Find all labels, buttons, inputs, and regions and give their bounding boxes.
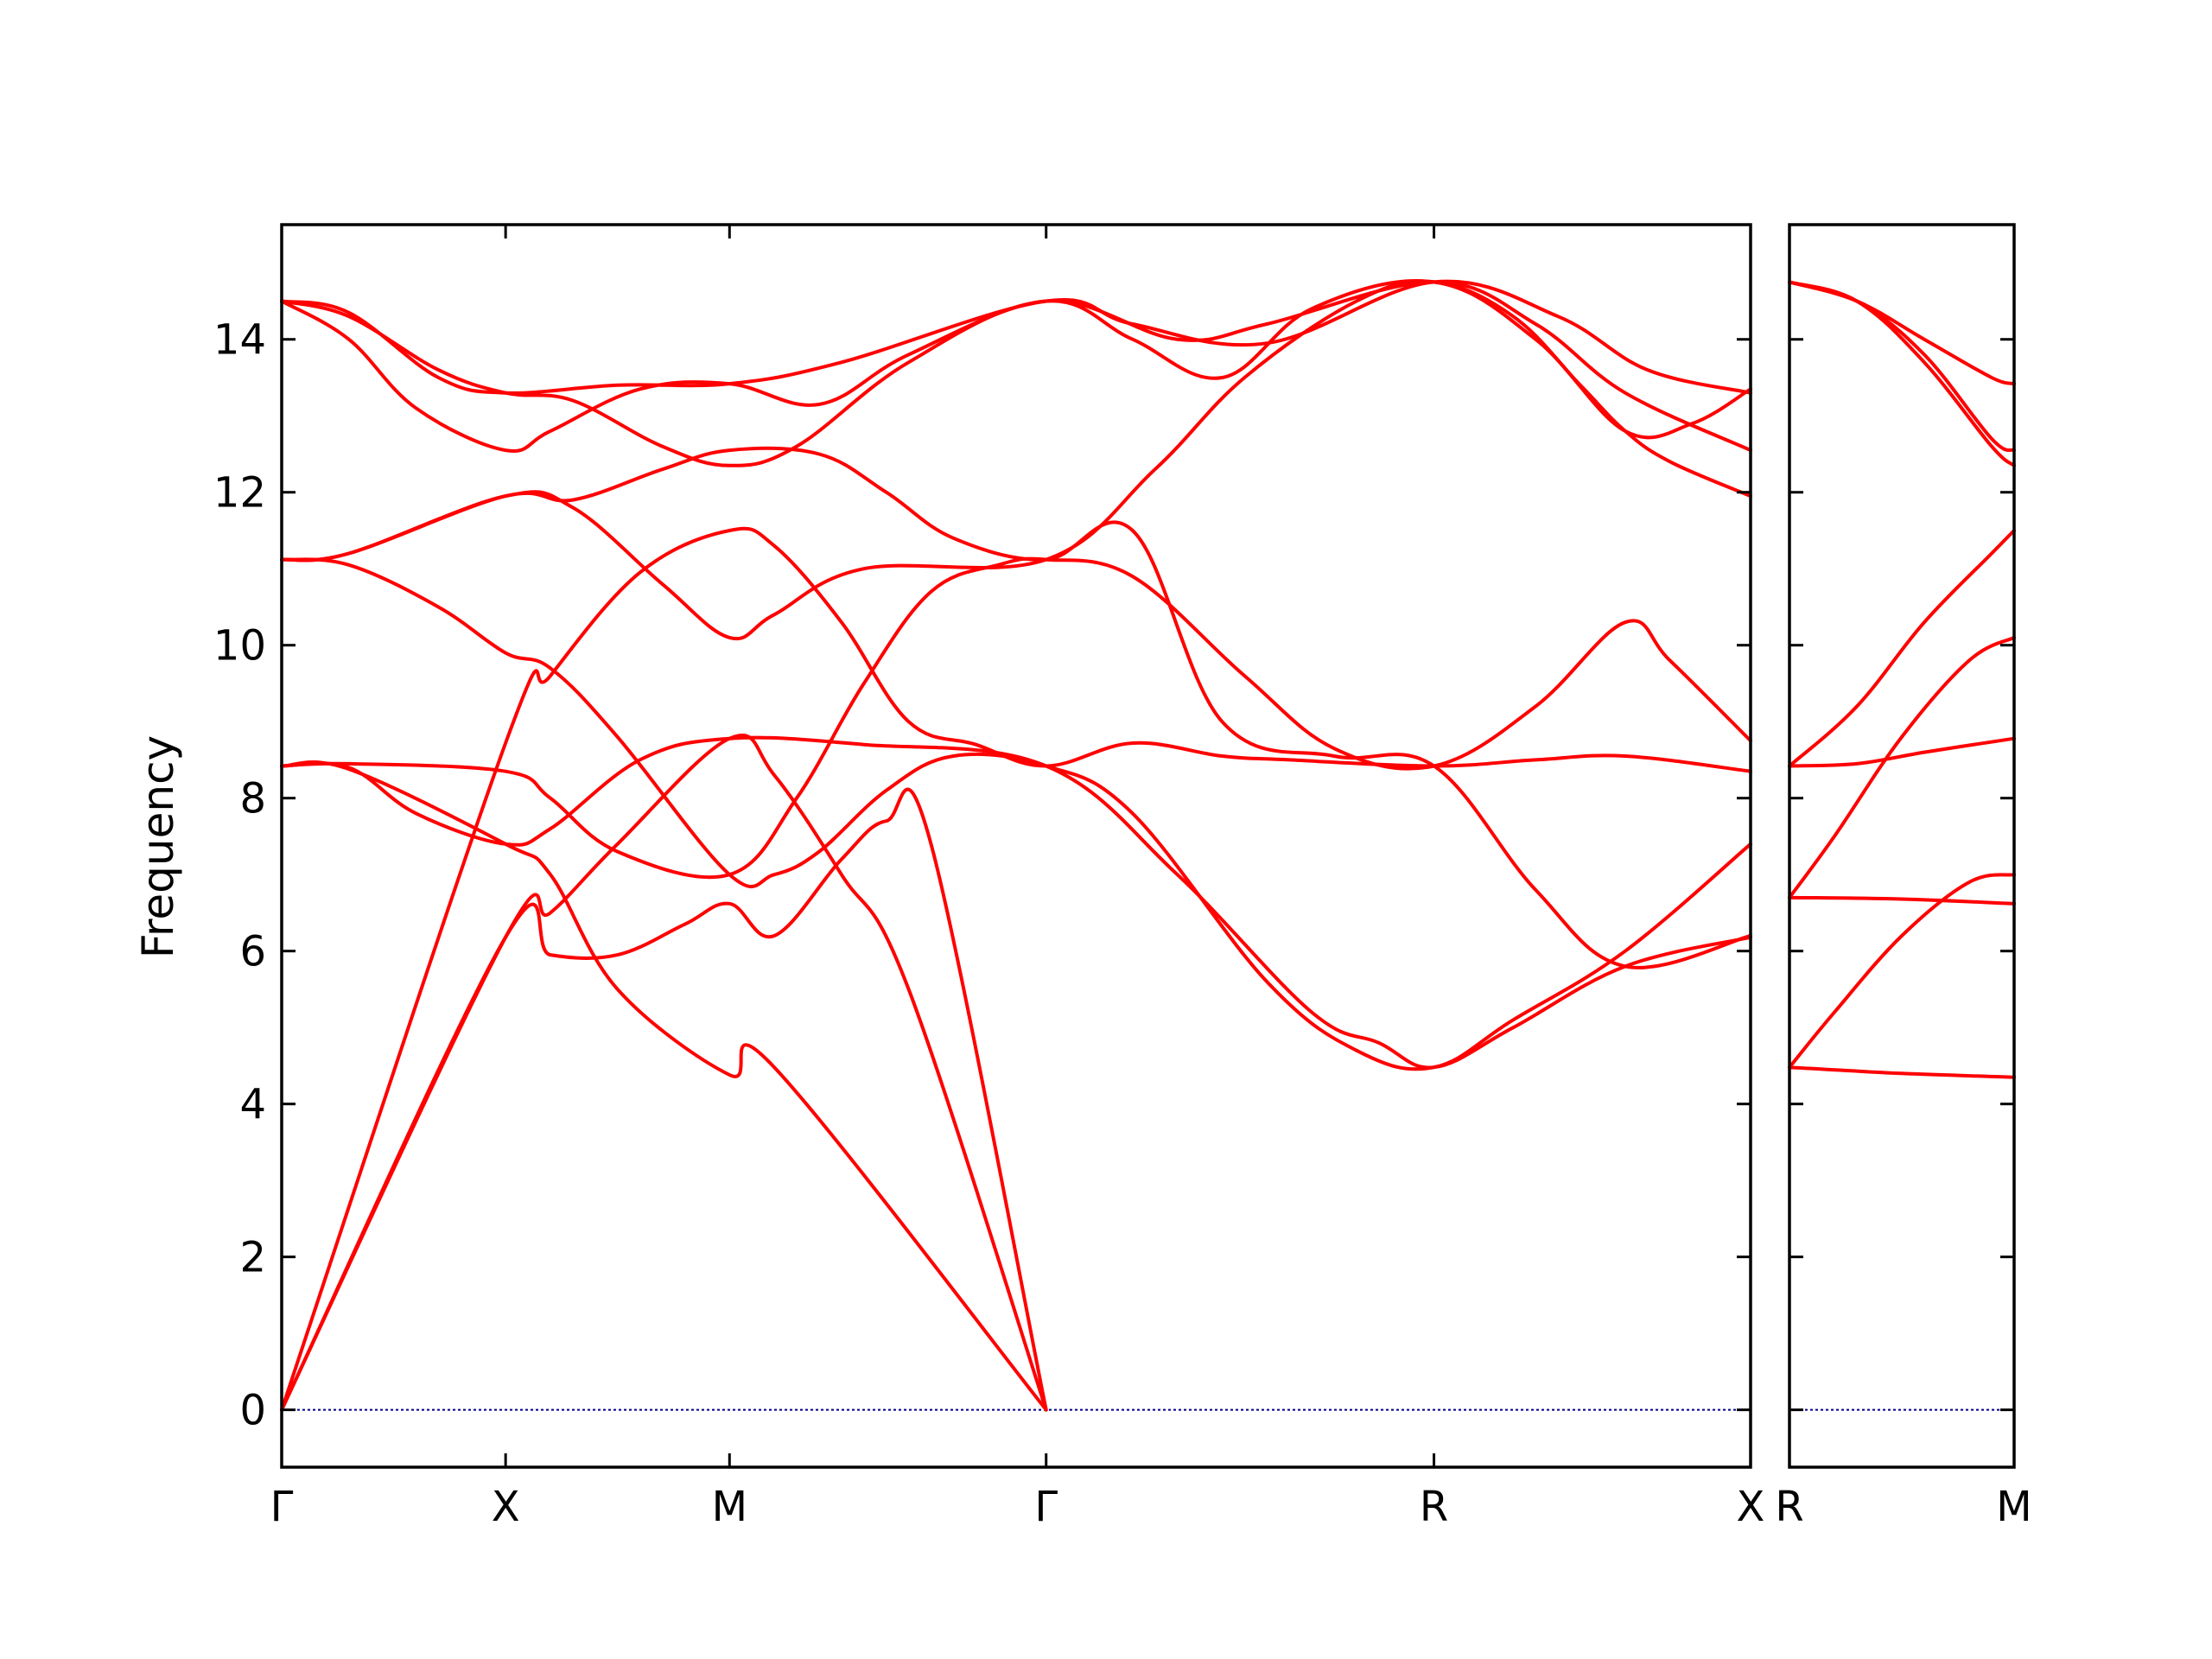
band-line-7: [1788, 280, 2016, 467]
band-line-2: [280, 526, 1752, 1412]
x-tick-label: Γ: [1034, 1483, 1058, 1531]
y-axis-label: Frequency: [133, 735, 183, 958]
y-tick-label: 6: [239, 928, 266, 976]
y-tick-label: 2: [239, 1234, 266, 1282]
y-tick-label: 0: [239, 1387, 266, 1435]
y-tick-label: 12: [213, 469, 266, 518]
y-tick-label: 10: [213, 622, 266, 671]
band-line-8: [1788, 280, 2016, 453]
x-tick-label: X: [1737, 1483, 1765, 1531]
band-line-1: [1788, 1065, 2016, 1079]
x-tick-label: M: [712, 1483, 747, 1531]
x-tick-label: Γ: [270, 1483, 294, 1531]
band-line-5: [280, 735, 1752, 1070]
y-tick-label: 14: [213, 316, 266, 365]
x-tick-label: R: [1420, 1483, 1448, 1531]
band-line-3: [1788, 895, 2016, 906]
right-plot-frame: [1788, 223, 2016, 1469]
band-line-4: [1788, 635, 2016, 899]
left-ticks: 0 2 4 6 8 10 12 14 Γ X M Γ R X: [213, 225, 1765, 1531]
right-bands: [1788, 280, 2016, 1079]
left-plot-frame: [280, 223, 1752, 1469]
left-panel: 0 2 4 6 8 10 12 14 Γ X M Γ R X: [213, 223, 1765, 1531]
band-line-9: [1788, 280, 2016, 386]
band-line-5: [1788, 736, 2016, 768]
band-line-1: [280, 787, 1048, 1412]
band-line-9: [280, 446, 1752, 969]
band-line-6: [280, 760, 1048, 1412]
x-tick-label: X: [492, 1483, 520, 1531]
band-line-11: [280, 280, 1752, 467]
left-bands: [280, 279, 1752, 1412]
band-line-7: [280, 557, 1752, 1071]
x-tick-label: M: [1996, 1483, 2031, 1531]
band-line-12: [280, 279, 1752, 395]
y-tick-label: 8: [239, 775, 266, 823]
band-line-3: [280, 733, 1048, 1412]
y-tick-label: 4: [239, 1081, 266, 1129]
band-line-4: [280, 556, 1752, 880]
x-tick-label: R: [1775, 1483, 1803, 1531]
band-line-6: [1788, 529, 2016, 768]
band-line-2: [1788, 873, 2016, 1070]
